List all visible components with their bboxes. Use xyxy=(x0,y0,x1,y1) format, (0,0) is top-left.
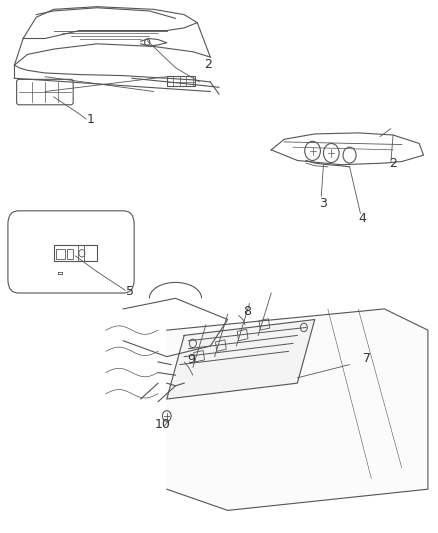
Text: 10: 10 xyxy=(155,418,170,431)
Bar xyxy=(56,249,65,259)
Text: 1: 1 xyxy=(87,114,95,126)
Text: 3: 3 xyxy=(319,197,327,209)
Text: 9: 9 xyxy=(187,353,194,366)
Text: 2: 2 xyxy=(389,157,397,170)
Bar xyxy=(215,340,226,351)
Polygon shape xyxy=(167,319,315,399)
Bar xyxy=(237,329,248,341)
Bar xyxy=(259,319,270,330)
Polygon shape xyxy=(167,309,428,511)
Text: 2: 2 xyxy=(204,58,212,71)
Text: 5: 5 xyxy=(126,285,134,297)
Bar xyxy=(67,249,73,259)
Bar xyxy=(167,76,195,86)
Bar xyxy=(194,351,205,362)
Text: 7: 7 xyxy=(363,352,371,365)
Text: 4: 4 xyxy=(359,213,367,225)
Text: 8: 8 xyxy=(243,305,251,318)
Bar xyxy=(53,245,97,261)
